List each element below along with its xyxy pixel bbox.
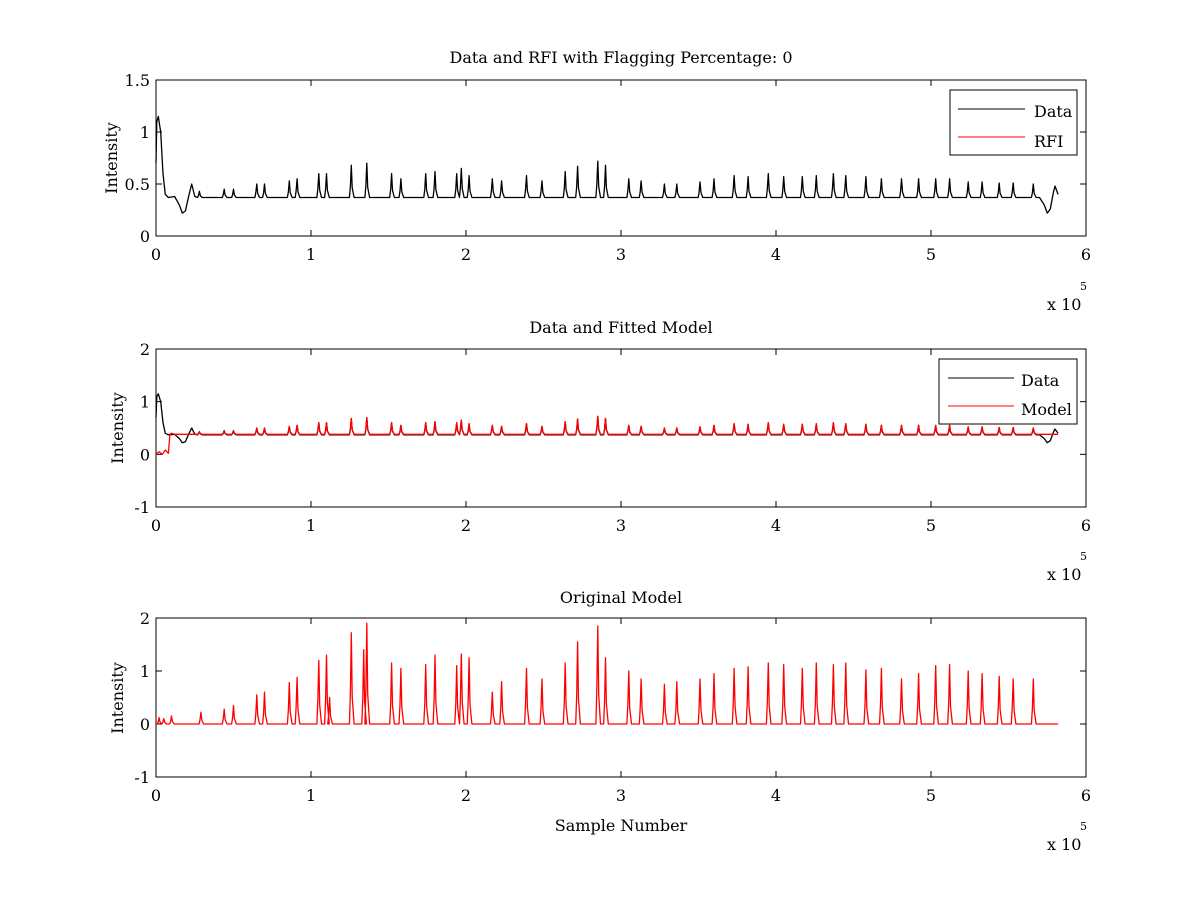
- y-tick-label: 0.5: [125, 175, 150, 194]
- x-tick-label: 5: [926, 786, 936, 805]
- x-tick-label: 1: [306, 516, 316, 535]
- subplot-1-exponent-power: 5: [1080, 280, 1087, 293]
- x-tick-label: 0: [151, 786, 161, 805]
- subplot-2-exponent-base: x 10: [1047, 565, 1081, 584]
- series-line-data: [155, 115, 1059, 214]
- y-tick-label: 0: [140, 715, 150, 734]
- y-tick-label: -1: [134, 498, 150, 517]
- subplot-1-exponent-base: x 10: [1047, 295, 1081, 314]
- x-tick-label: 3: [616, 516, 626, 535]
- subplot-3-axes: [155, 617, 1087, 778]
- y-tick-label: 2: [140, 340, 150, 359]
- y-tick-label: 1: [140, 662, 150, 681]
- x-tick-label: 4: [771, 786, 781, 805]
- legend-label-rfi: RFI: [1034, 132, 1063, 151]
- subplot-1-ticks: 0 1 2 3 4 5 6 0 0.5 1 1.5: [125, 71, 1092, 264]
- subplot-3-plot-lines: [156, 622, 1059, 725]
- subplot-3-ylabel: Intensity: [108, 662, 127, 734]
- x-tick-label: 4: [771, 516, 781, 535]
- x-tick-label: 5: [926, 245, 936, 264]
- x-tick-label: 0: [151, 245, 161, 264]
- x-tick-label: 2: [461, 245, 471, 264]
- x-tick-label: 3: [616, 245, 626, 264]
- subplot-1: Data and RFI with Flagging Percentage: 0…: [102, 48, 1091, 314]
- x-tick-label: 1: [306, 245, 316, 264]
- subplot-1-legend: Data RFI: [949, 89, 1078, 156]
- legend-label-data: Data: [1021, 371, 1060, 390]
- subplot-2-legend: Data Model: [938, 358, 1078, 425]
- y-tick-label: 1.5: [125, 71, 150, 90]
- subplot-3-title: Original Model: [560, 588, 682, 607]
- subplot-2-axes: [155, 348, 1087, 508]
- subplot-2-plot-lines: [155, 393, 1059, 455]
- x-tick-label: 0: [151, 516, 161, 535]
- x-tick-label: 5: [926, 516, 936, 535]
- subplot-2-legend-box: [938, 358, 1078, 425]
- subplot-3-exponent-base: x 10: [1047, 835, 1081, 854]
- subplot-3-x-exponent: x 10 5: [1047, 820, 1087, 854]
- subplot-1-ylabel: Intensity: [102, 122, 121, 194]
- subplot-2-ylabel: Intensity: [108, 392, 127, 464]
- x-tick-label: 4: [771, 245, 781, 264]
- x-tick-label: 2: [461, 786, 471, 805]
- y-tick-label: 0: [140, 227, 150, 246]
- subplot-3-xlabel: Sample Number: [555, 816, 688, 835]
- y-tick-label: 2: [140, 609, 150, 628]
- y-tick-label: 1: [140, 393, 150, 412]
- subplot-1-legend-box: [949, 89, 1078, 156]
- subplot-2-x-exponent: x 10 5: [1047, 550, 1087, 584]
- y-tick-label: 0: [140, 445, 150, 464]
- series-line-model: [155, 415, 1059, 455]
- subplot-2-exponent-power: 5: [1080, 550, 1087, 563]
- x-tick-label: 6: [1081, 786, 1091, 805]
- y-tick-label: 1: [140, 123, 150, 142]
- x-tick-label: 6: [1081, 245, 1091, 264]
- subplot-1-x-exponent: x 10 5: [1047, 280, 1087, 314]
- subplot-1-axes: [155, 79, 1087, 237]
- legend-label-data: Data: [1034, 102, 1073, 121]
- series-line-series-0: [156, 622, 1059, 725]
- subplot-3-exponent-power: 5: [1080, 820, 1087, 833]
- y-tick-label: -1: [134, 768, 150, 787]
- x-tick-label: 1: [306, 786, 316, 805]
- legend-label-model: Model: [1021, 400, 1072, 419]
- subplot-1-title: Data and RFI with Flagging Percentage: 0: [449, 48, 792, 67]
- x-tick-label: 3: [616, 786, 626, 805]
- x-tick-label: 2: [461, 516, 471, 535]
- subplot-2-title: Data and Fitted Model: [529, 318, 712, 337]
- subplot-1-plot-lines: [155, 115, 1059, 214]
- x-tick-label: 6: [1081, 516, 1091, 535]
